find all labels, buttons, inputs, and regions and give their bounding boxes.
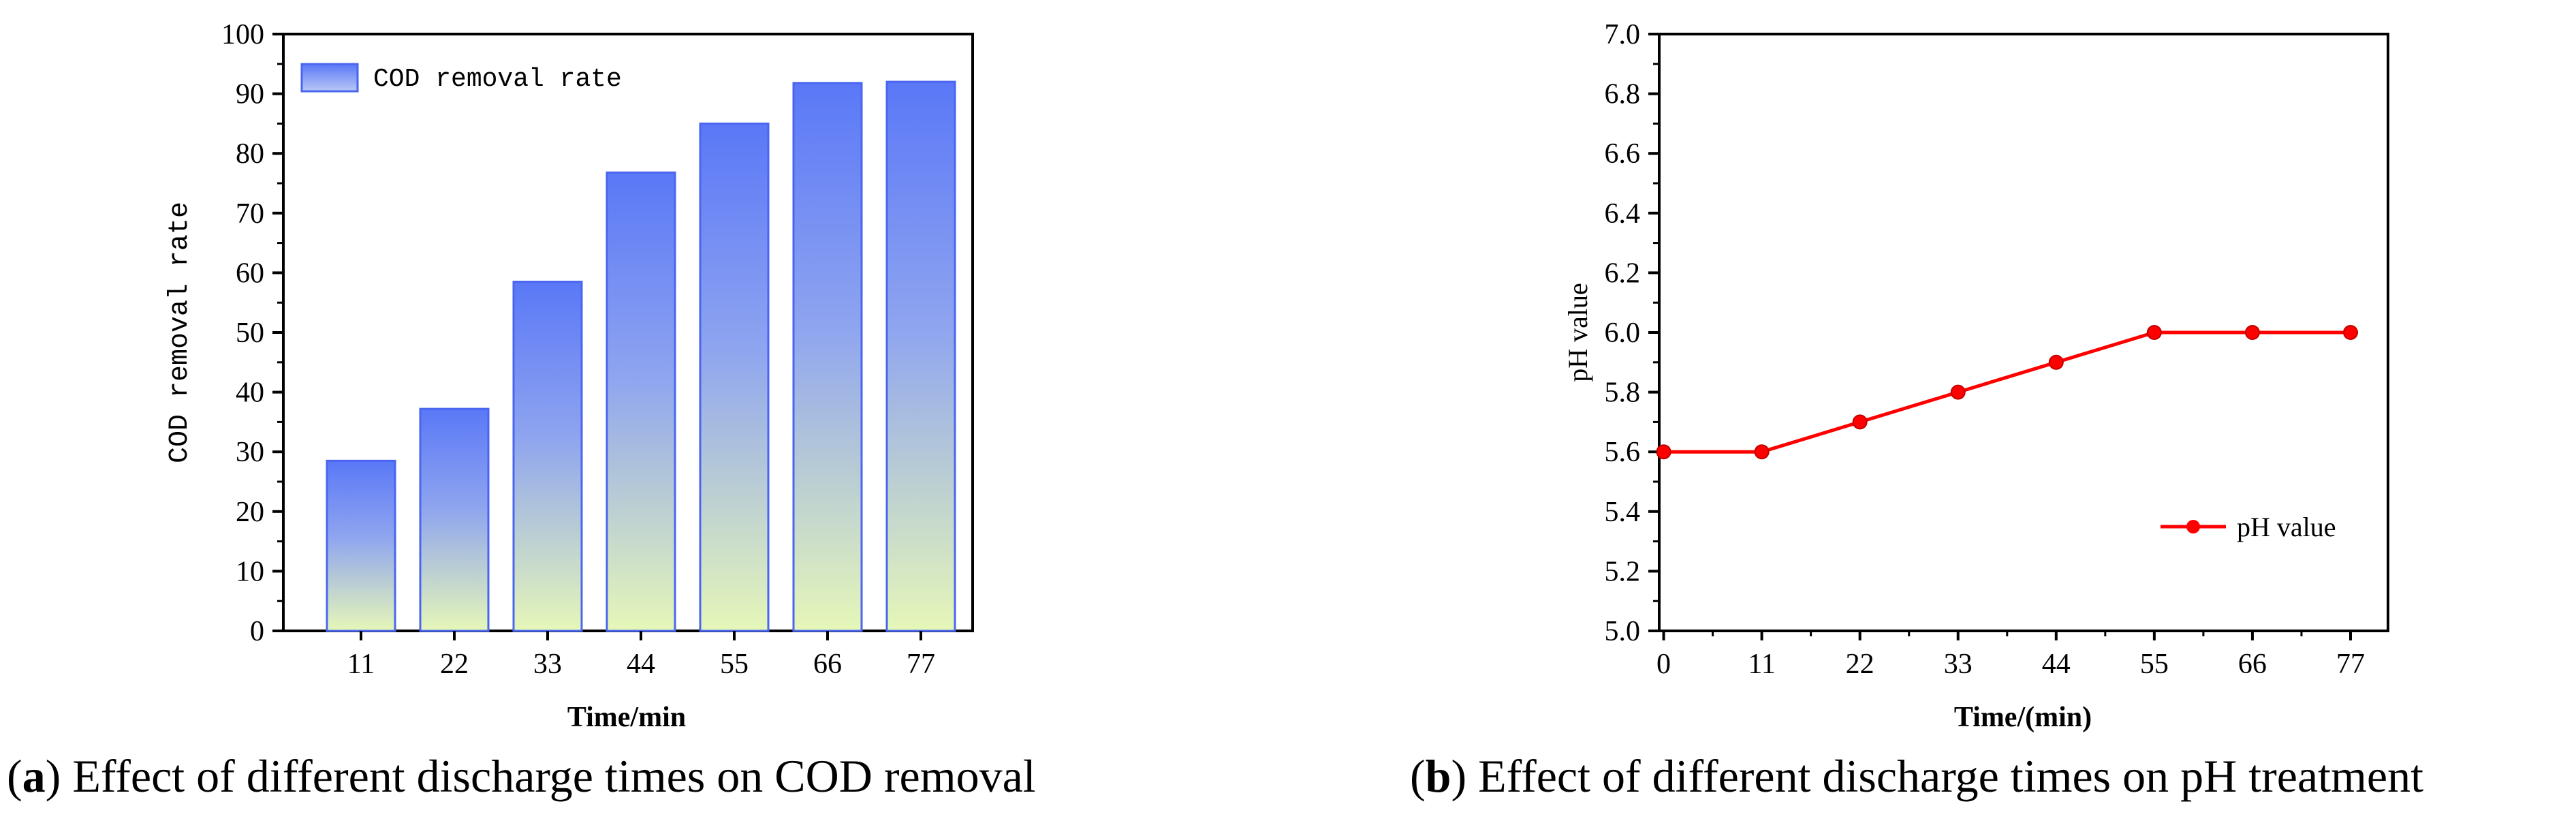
charts-canvas: 0 10 20 30 40 50 60 70 80 90 100 11 22 33 44 55 66 77 Time…: [165, 19, 2389, 733]
caption-a-letter: a: [22, 750, 46, 802]
chart-b-xtick-label: 44: [2042, 649, 2071, 680]
chart-a-xlabel: Time/min: [567, 702, 686, 733]
chart-a-ytick-label: 90: [236, 79, 264, 110]
chart-b-point: [2342, 325, 2358, 340]
chart-a-xtick-label: 44: [627, 649, 655, 680]
chart-a-bar: [326, 459, 396, 632]
chart-a-ylabel: COD removal rate: [165, 202, 195, 463]
chart-b-ytick-label: 5.0: [1605, 616, 1641, 647]
chart-a-bar: [699, 122, 770, 632]
chart-a-cod-removal: 0 10 20 30 40 50 60 70 80 90 100 11 22 33 44 55 66 77 Time…: [165, 19, 974, 733]
chart-b-point: [2048, 354, 2064, 370]
chart-b-xlabel: Time/(min): [1954, 702, 2092, 733]
chart-b-xtick-label: 33: [1944, 649, 1973, 680]
chart-b-ytick-label: 6.0: [1605, 317, 1641, 349]
chart-a-xtick-label: 77: [907, 649, 935, 680]
chart-a-ytick-label: 100: [221, 19, 264, 50]
chart-b-point: [2244, 325, 2260, 340]
chart-a-xtick-label: 66: [813, 649, 842, 680]
chart-b-point: [1656, 444, 1671, 460]
caption-b-letter: b: [1425, 750, 1451, 802]
chart-b-point: [1950, 384, 1966, 400]
chart-a-ytick-label: 70: [236, 198, 264, 230]
chart-b-ylabel: pH value: [1562, 283, 1593, 382]
chart-b-xtick-label: 11: [1748, 649, 1775, 680]
chart-b-xtick-label: 22: [1846, 649, 1874, 680]
chart-b-ytick-label: 5.6: [1605, 437, 1641, 468]
chart-b-xtick-label: 55: [2140, 649, 2169, 680]
chart-b-ytick-label: 6.6: [1605, 138, 1641, 170]
chart-b-ytick-label: 5.2: [1605, 556, 1641, 587]
chart-a-ytick-label: 30: [236, 437, 264, 468]
chart-a-bar: [512, 281, 583, 632]
chart-a-bar: [885, 80, 956, 632]
chart-b-ytick-label: 6.2: [1605, 258, 1641, 289]
chart-a-ytick-label: 10: [236, 556, 264, 587]
chart-a-xtick-label: 55: [720, 649, 749, 680]
chart-a-ytick-label: 0: [250, 616, 264, 647]
chart-b-ytick-label: 5.4: [1605, 497, 1641, 528]
chart-b-legend-label: pH value: [2237, 512, 2336, 542]
chart-a-bar: [419, 407, 490, 632]
chart-a-xtick-label: 22: [440, 649, 469, 680]
chart-b-ytick-label: 6.8: [1605, 79, 1641, 110]
chart-a-legend-label: COD removal rate: [373, 65, 622, 94]
caption-a: (a) Effect of different discharge times …: [7, 750, 1036, 802]
chart-b-xtick-label: 66: [2238, 649, 2267, 680]
chart-a-ytick-label: 20: [236, 497, 264, 528]
chart-b-point: [1754, 444, 1770, 460]
chart-a-xtick-label: 11: [347, 649, 375, 680]
chart-a-xtick-label: 33: [533, 649, 562, 680]
caption-b-text: Effect of different discharge times on p…: [1466, 750, 2423, 802]
chart-a-bar: [792, 82, 863, 632]
chart-a-ytick-label: 40: [236, 377, 264, 409]
chart-b-ytick-label: 7.0: [1605, 19, 1641, 50]
chart-b-ytick-label: 5.8: [1605, 377, 1641, 409]
caption-b: (b) Effect of different discharge times …: [1410, 750, 2423, 802]
chart-b-legend-marker: [2186, 520, 2200, 533]
chart-b-series-line: [1663, 330, 2351, 454]
chart-a-legend-swatch: [300, 63, 359, 93]
caption-a-text: Effect of different discharge times on C…: [61, 750, 1036, 802]
chart-a-ytick-label: 80: [236, 138, 264, 170]
chart-b-xtick-label: 77: [2336, 649, 2365, 680]
chart-a-bar: [606, 171, 676, 632]
chart-a-ytick-label: 50: [236, 317, 264, 349]
chart-b-ph-value: 5.0 5.2 5.4 5.6 5.8 6.0 6.2 6.4 6.6 6.8 7.0 0 11 22 33…: [1562, 19, 2389, 733]
chart-b-ytick-label: 6.4: [1605, 198, 1641, 230]
chart-b-point: [1852, 414, 1868, 430]
chart-b-point: [2146, 325, 2162, 340]
chart-a-ytick-label: 60: [236, 258, 264, 289]
chart-b-xtick-label: 0: [1656, 649, 1671, 680]
